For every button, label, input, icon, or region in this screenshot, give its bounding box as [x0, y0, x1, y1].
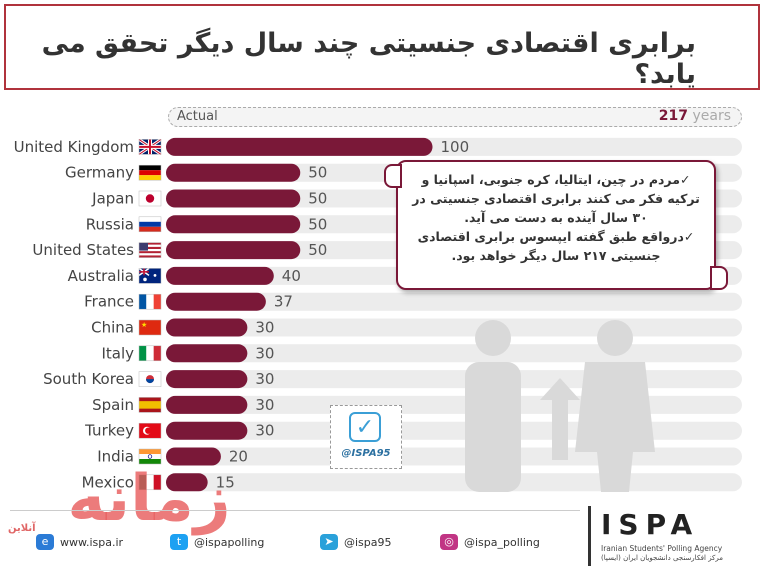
footer-twitter[interactable]: t @ispapolling	[170, 534, 264, 550]
value-label: 50	[308, 215, 327, 233]
value-label: 30	[255, 344, 274, 362]
callout-line-2: ✓درواقع طبق گفته ایپسوس برابری اقتصادی ج…	[417, 229, 695, 263]
twitter-text: @ispapolling	[194, 535, 265, 549]
category-label: Italy	[101, 344, 134, 362]
ispa-logo: ISPA Iranian Students' Polling Agency مر…	[588, 506, 751, 566]
footer-instagram[interactable]: ◎ @ispa_polling	[440, 534, 540, 550]
watermark-sub: آنلاین	[8, 523, 36, 534]
watermark-text: زمانه	[67, 462, 231, 536]
bar	[166, 473, 208, 492]
bar	[166, 292, 266, 311]
bar	[166, 395, 248, 414]
flag-jp-icon	[138, 190, 162, 207]
value-label: 50	[308, 190, 327, 208]
ispa-logo-text: ISPA	[601, 508, 700, 541]
bar	[166, 163, 301, 182]
flag-mx-icon	[138, 474, 162, 491]
ispa-agency-fa: مرکز افکارسنجی دانشجویان ایران (ایسپا)	[601, 554, 724, 562]
footer-website[interactable]: e www.ispa.ir	[36, 534, 123, 550]
category-label: United Kingdom	[14, 138, 134, 156]
footer: e www.ispa.ir t @ispapolling ➤ @ispa95 ◎…	[0, 502, 768, 575]
flag-fr-icon	[138, 293, 162, 310]
category-label: Mexico	[82, 473, 134, 491]
actual-label: Actual	[177, 109, 218, 124]
category-label: Russia	[86, 215, 134, 233]
telegram-text: @ispa95	[344, 535, 392, 549]
value-label: 37	[274, 293, 293, 311]
callout-scroll: ✓مردم در چین، ایتالیا، کره جنوبی، اسپانی…	[384, 160, 728, 290]
flag-tr-icon	[138, 422, 162, 439]
value-label: 30	[255, 422, 274, 440]
checkmark-icon: ✓	[349, 412, 381, 442]
ie-browser-icon: e	[36, 534, 54, 550]
flag-it-icon	[138, 345, 162, 362]
category-label: France	[84, 293, 134, 311]
callout-line-1: ✓مردم در چین، ایتالیا، کره جنوبی، اسپانی…	[412, 172, 700, 225]
instagram-text: @ispa_polling	[464, 535, 540, 549]
footer-divider	[10, 510, 580, 511]
value-label: 30	[255, 396, 274, 414]
telegram-icon: ➤	[320, 534, 338, 550]
watermark-logo: زمانه آنلاین	[8, 462, 254, 542]
value-label: 15	[216, 473, 235, 491]
bar	[166, 137, 433, 156]
flag-in-icon	[138, 448, 162, 465]
flag-cn-icon: ★	[138, 319, 162, 336]
page-title: برابری اقتصادی جنسیتی چند سال دیگر تحقق …	[41, 28, 696, 90]
title-box: برابری اقتصادی جنسیتی چند سال دیگر تحقق …	[4, 4, 760, 90]
value-label: 30	[255, 319, 274, 337]
bar	[166, 447, 221, 466]
bar	[166, 344, 248, 363]
scroll-curl-left	[384, 164, 402, 188]
category-label: Australia	[68, 267, 134, 285]
footer-telegram[interactable]: ➤ @ispa95	[320, 534, 392, 550]
bar-track	[168, 473, 742, 492]
value-label: 30	[255, 370, 274, 388]
category-label: South Korea	[43, 370, 134, 388]
ispa-handle-stamp: ✓ @ISPA95	[330, 405, 402, 469]
flag-us-icon	[138, 242, 162, 258]
value-label: 20	[229, 448, 248, 466]
category-label: United States	[32, 241, 134, 259]
bar	[166, 241, 301, 260]
bar	[166, 215, 301, 234]
category-label: India	[97, 448, 134, 466]
value-label: 50	[308, 164, 327, 182]
bar-track	[168, 344, 742, 363]
instagram-icon: ◎	[440, 534, 458, 550]
value-label: 40	[282, 267, 301, 285]
twitter-icon: t	[170, 534, 188, 550]
ispa-agency-en: Iranian Students' Polling Agency	[601, 544, 723, 553]
flag-de-icon	[138, 164, 162, 181]
flag-kr-icon	[138, 371, 162, 387]
category-label: Japan	[91, 190, 134, 208]
category-label: Spain	[92, 396, 134, 414]
bar	[166, 266, 274, 285]
scroll-curl-right	[710, 266, 728, 290]
website-text: www.ispa.ir	[60, 535, 124, 549]
actual-years-bar: Actual 217 years	[168, 107, 742, 127]
stamp-handle: @ISPA95	[341, 448, 391, 459]
flag-es-icon	[138, 397, 162, 413]
value-label: 50	[308, 241, 327, 259]
flag-ru-icon	[138, 216, 162, 233]
actual-years-value: 217	[658, 108, 689, 124]
people-silhouette-icon	[465, 320, 655, 492]
bar	[166, 421, 248, 440]
flag-uk-icon	[138, 138, 162, 156]
bar	[166, 189, 301, 208]
bar	[166, 370, 248, 389]
actual-years-label: 217 years	[659, 108, 731, 124]
actual-years-unit: years	[692, 108, 731, 124]
category-label: Germany	[65, 164, 134, 182]
flag-au-icon	[138, 267, 162, 284]
svg-text:★: ★	[141, 321, 147, 329]
bar-track	[168, 292, 742, 311]
value-label: 100	[441, 138, 470, 156]
category-label: China	[91, 319, 134, 337]
bar	[166, 318, 248, 337]
category-label: Turkey	[84, 422, 134, 440]
